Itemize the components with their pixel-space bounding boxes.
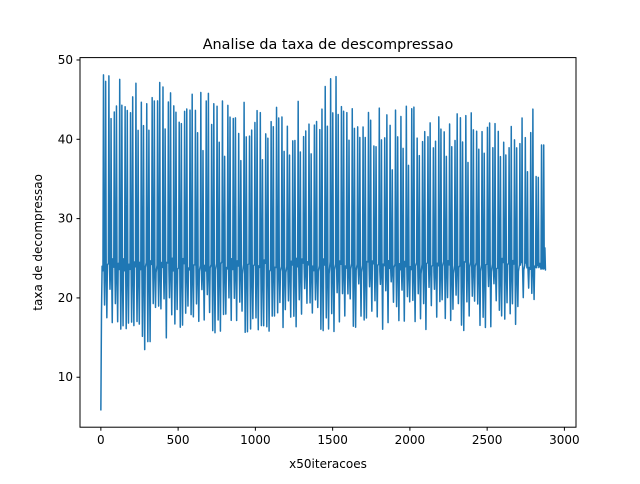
y-tick-label: 10 [58,370,73,384]
y-tick-label: 30 [58,212,73,226]
x-tick-label: 1500 [317,433,348,447]
y-tick-label: 40 [58,132,73,146]
x-axis-ticks: 0 500 1000 1500 2000 2500 3000 [97,427,580,447]
y-axis-ticks: 10 20 30 40 50 [58,53,80,384]
x-tick-label: 500 [167,433,190,447]
axes-frame [79,57,577,428]
plot-area [100,74,547,411]
chart-title: Analise da taxa de descompressao [203,37,454,53]
x-tick-label: 2500 [472,433,503,447]
x-tick-label: 0 [97,433,105,447]
x-tick-label: 1000 [240,433,271,447]
y-tick-label: 50 [58,53,73,67]
y-axis-label: taxa de decompressao [31,174,45,311]
series-line [100,74,547,411]
y-tick-label: 20 [58,291,73,305]
x-axis-label: x50iteracoes [289,457,367,471]
x-tick-label: 2000 [395,433,426,447]
x-tick-label: 3000 [549,433,580,447]
